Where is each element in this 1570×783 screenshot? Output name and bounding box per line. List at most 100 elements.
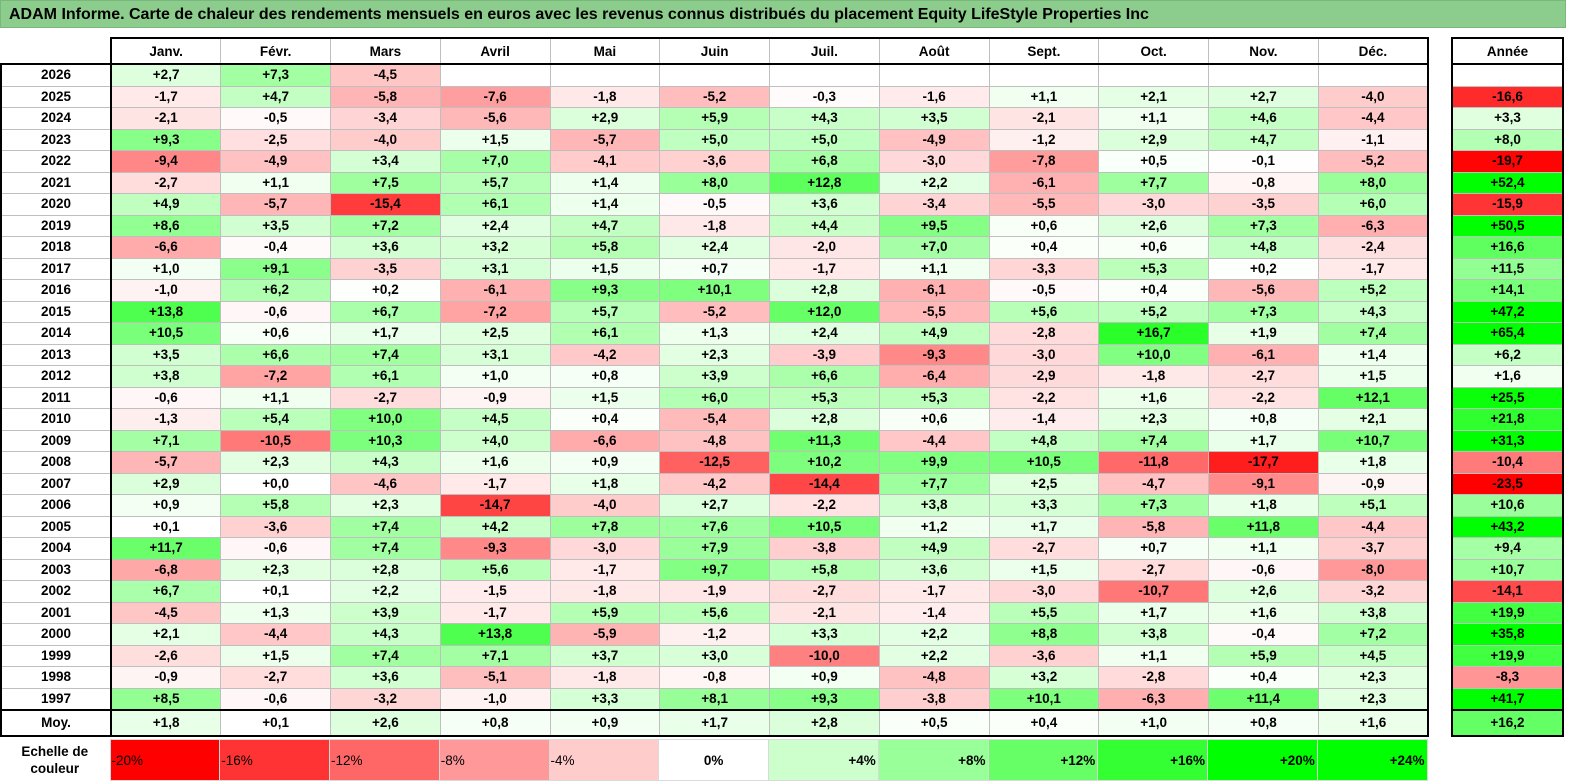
- heatmap-cell: +7,0: [878, 236, 990, 259]
- annual-cell: +21,8: [1451, 408, 1564, 431]
- heatmap-cell: -0,6: [1208, 558, 1319, 581]
- year-row: 2007 +2,9 +0,0 -4,6 -1,7 +1,8 -4,2 -14,4 +7,7 +2,…: [0, 472, 1429, 495]
- heatmap-cell: -4,5: [110, 601, 222, 624]
- year-label: 2013: [0, 343, 112, 366]
- heatmap-cell: -3,8: [769, 537, 880, 560]
- annual-row: +10,7: [1451, 558, 1564, 581]
- heatmap-cell: +7,1: [439, 644, 551, 667]
- heatmap-cell: -5,8: [1098, 515, 1209, 538]
- heatmap-cell: +5,1: [1317, 494, 1429, 517]
- heatmap-cell: -7,6: [439, 85, 551, 108]
- year-row: 2016 -1,0 +6,2 +0,2 -6,1 +9,3 +10,1 +2,8 -6,1 -0,…: [0, 279, 1429, 302]
- heatmap-cell: +7,5: [330, 171, 441, 194]
- average-cell: +2,8: [769, 709, 880, 737]
- year-label: 1997: [0, 687, 112, 711]
- annual-row: -8,3: [1451, 666, 1564, 689]
- year-row: 1997 +8,5 -0,6 -3,2 -1,0 +3,3 +8,1 +9,3 -3,8 +10,…: [0, 687, 1429, 711]
- heatmap-cell: -2,1: [769, 601, 880, 624]
- average-cell: +0,5: [878, 709, 990, 737]
- annual-cell: +19,9: [1451, 644, 1564, 667]
- heatmap-cell: [988, 63, 1100, 87]
- month-header: Juin: [659, 37, 770, 65]
- heatmap-cell: +13,8: [439, 623, 551, 646]
- year-label: 2026: [0, 63, 112, 87]
- heatmap-cell: -0,4: [220, 236, 331, 259]
- heatmap-cell: +0,8: [549, 365, 661, 388]
- year-row: 2020 +4,9 -5,7 -15,4 +6,1 +1,4 -0,5 +3,6 -3,4 -5,…: [0, 193, 1429, 216]
- heatmap-cell: +9,9: [878, 451, 990, 474]
- color-scale-swatch: -20%: [109, 739, 221, 781]
- heatmap-cell: -4,0: [549, 494, 661, 517]
- heatmap-cell: +7,4: [330, 515, 441, 538]
- heatmap-cell: +5,8: [769, 558, 880, 581]
- heatmap-cell: -7,8: [988, 150, 1100, 173]
- heatmap-cell: +1,6: [1208, 601, 1319, 624]
- heatmap-cell: +1,1: [1208, 537, 1319, 560]
- annual-cell: +43,2: [1451, 515, 1564, 538]
- heatmap-cell: -5,6: [1208, 279, 1319, 302]
- heatmap-cell: +0,6: [988, 214, 1100, 237]
- heatmap-cell: +5,5: [988, 601, 1100, 624]
- heatmap-cell: +10,2: [769, 451, 880, 474]
- year-label: 2004: [0, 537, 112, 560]
- heatmap-cell: +2,2: [878, 644, 990, 667]
- heatmap-cell: +1,1: [220, 386, 331, 409]
- average-row: Moy. +1,8 +0,1 +2,6 +0,8 +0,9 +1,7 +2,8 +0,5 +0,4…: [0, 709, 1429, 737]
- heatmap-cell: -10,7: [1098, 580, 1209, 603]
- heatmap-cell: -5,5: [988, 193, 1100, 216]
- heatmap-cell: -2,7: [330, 386, 441, 409]
- heatmap-cell: +5,3: [769, 386, 880, 409]
- heatmap-cell: +9,3: [769, 687, 880, 711]
- heatmap-cell: +7,1: [110, 429, 222, 452]
- heatmap-cell: +1,5: [220, 644, 331, 667]
- annual-cell: +41,7: [1451, 687, 1564, 711]
- heatmap-cell: +0,1: [220, 580, 331, 603]
- heatmap-cell: +5,3: [1098, 257, 1209, 280]
- heatmap-cell: -3,0: [1098, 193, 1209, 216]
- heatmap-cell: +6,6: [220, 343, 331, 366]
- heatmap-cell: -4,4: [1317, 107, 1429, 130]
- heatmap-cell: -2,2: [988, 386, 1100, 409]
- heatmap-cell: +8,6: [110, 214, 222, 237]
- heatmap-cell: +3,9: [330, 601, 441, 624]
- year-row: 2018 -6,6 -0,4 +3,6 +3,2 +5,8 +2,4 -2,0 +7,0 +0,4…: [0, 236, 1429, 259]
- heatmap-cell: +0,9: [549, 451, 661, 474]
- heatmap-cell: -5,2: [659, 85, 770, 108]
- heatmap-cell: +4,3: [769, 107, 880, 130]
- year-row: 2000 +2,1 -4,4 +4,3 +13,8 -5,9 -1,2 +3,3 +2,2 +8,…: [0, 623, 1429, 646]
- heatmap-cell: -1,1: [1317, 128, 1429, 151]
- heatmap-cell: +8,5: [110, 687, 222, 711]
- heatmap-cell: +9,7: [659, 558, 770, 581]
- average-label: Moy.: [0, 709, 112, 737]
- heatmap-cell: +0,2: [330, 279, 441, 302]
- annual-row: +19,9: [1451, 644, 1564, 667]
- heatmap-cell: +2,5: [988, 472, 1100, 495]
- heatmap-cell: +1,4: [549, 171, 661, 194]
- heatmap-cell: +4,9: [110, 193, 222, 216]
- heatmap-cell: -2,6: [110, 644, 222, 667]
- heatmap-cell: -0,9: [110, 666, 222, 689]
- heatmap-cell: -4,4: [878, 429, 990, 452]
- heatmap-cell: +1,4: [549, 193, 661, 216]
- heatmap-cell: +1,3: [659, 322, 770, 345]
- average-cell: +0,8: [439, 709, 551, 737]
- heatmap-cell: +5,9: [1208, 644, 1319, 667]
- heatmap-cell: -2,8: [988, 322, 1100, 345]
- heatmap-cell: +1,6: [1098, 386, 1209, 409]
- heatmap-cell: -1,0: [439, 687, 551, 711]
- heatmap-cell: +9,3: [110, 128, 222, 151]
- heatmap-cell: -6,6: [110, 236, 222, 259]
- heatmap-cell: -1,9: [659, 580, 770, 603]
- year-row: 2005 +0,1 -3,6 +7,4 +4,2 +7,8 +7,6 +10,5 +1,2 +1,…: [0, 515, 1429, 538]
- heatmap-cell: +8,8: [988, 623, 1100, 646]
- annual-row: +31,3: [1451, 429, 1564, 452]
- heatmap-cell: -7,2: [220, 365, 331, 388]
- month-header: Sept.: [988, 37, 1100, 65]
- year-label: 2017: [0, 257, 112, 280]
- annual-cell: +35,8: [1451, 623, 1564, 646]
- heatmap-cell: -5,7: [549, 128, 661, 151]
- heatmap-cell: +0,8: [1208, 408, 1319, 431]
- heatmap-cell: -1,3: [110, 408, 222, 431]
- heatmap-cell: -1,4: [988, 408, 1100, 431]
- heatmap-cell: -9,3: [439, 537, 551, 560]
